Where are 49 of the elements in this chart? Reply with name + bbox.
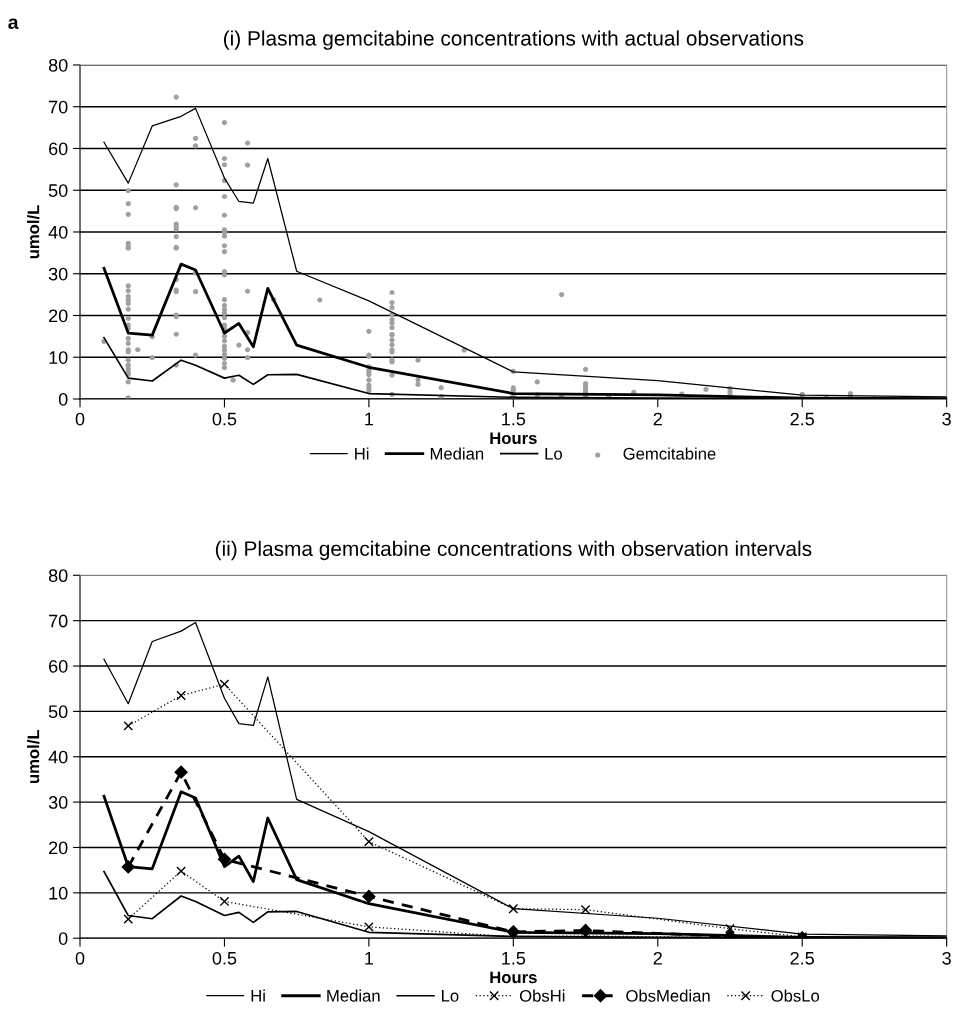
x-tick-label: 1.5 [502,952,526,965]
y-tick-label: 60 [49,659,68,673]
legend-label: Median [327,989,380,1002]
chart-title: (i) Plasma gemcitabine concentrations with actual observations [223,30,804,50]
y-tick-label: 10 [49,886,68,900]
legend-label: Median [430,447,484,460]
x-axis-title: Hours [490,971,537,984]
y-tick-label: 80 [48,58,68,72]
chart-title: (ii) Plasma gemcitabine concentrations with observation intervals [215,540,812,561]
y-tick-label: 20 [49,309,68,323]
x-tick-label: 0 [75,951,85,965]
y-tick-label: 40 [48,750,68,764]
x-tick-label: 0.5 [212,951,237,965]
legend-label: Lo [441,990,459,1002]
x-tick-label: 0 [75,412,85,426]
x-tick-label: 2 [653,951,662,965]
x-tick-label: 3 [942,951,951,965]
y-tick-label: 60 [49,142,68,156]
y-tick-label: 0 [58,392,68,406]
y-tick-label: 80 [48,569,68,583]
x-axis-title: Hours [490,432,537,445]
legend-label: ObsLo [771,989,820,1002]
y-tick-label: 40 [48,225,68,239]
x-tick-label: 2.5 [790,951,814,965]
y-tick-label: 30 [48,267,68,281]
y-tick-label: 70 [49,100,68,114]
x-tick-label: 1 [365,952,374,965]
y-axis-title: umol/L [27,205,40,259]
legend-label: Lo [545,448,562,460]
y-tick-label: 20 [49,841,68,855]
y-axis-title: umol/L [27,729,40,784]
x-tick-label: 2 [653,412,662,426]
y-tick-label: 0 [58,932,68,945]
y-tick-label: 30 [48,796,68,809]
legend-label: Hi [355,447,369,460]
x-tick-label: 0.5 [212,412,237,426]
legend-label: ObsMedian [626,989,710,1002]
y-tick-label: 50 [48,184,68,197]
text: a [8,18,19,30]
x-tick-label: 2.5 [790,412,814,426]
legend-label: Gemcitabine [623,447,716,460]
legend-label: ObsHi [519,989,565,1002]
x-tick-label: 1.5 [502,412,526,426]
y-tick-label: 70 [49,614,68,628]
y-tick-label: 10 [49,351,68,364]
y-tick-label: 50 [48,705,68,719]
legend-label: Hi [251,989,265,1002]
x-tick-label: 1 [365,412,374,426]
x-tick-label: 3 [942,412,951,426]
